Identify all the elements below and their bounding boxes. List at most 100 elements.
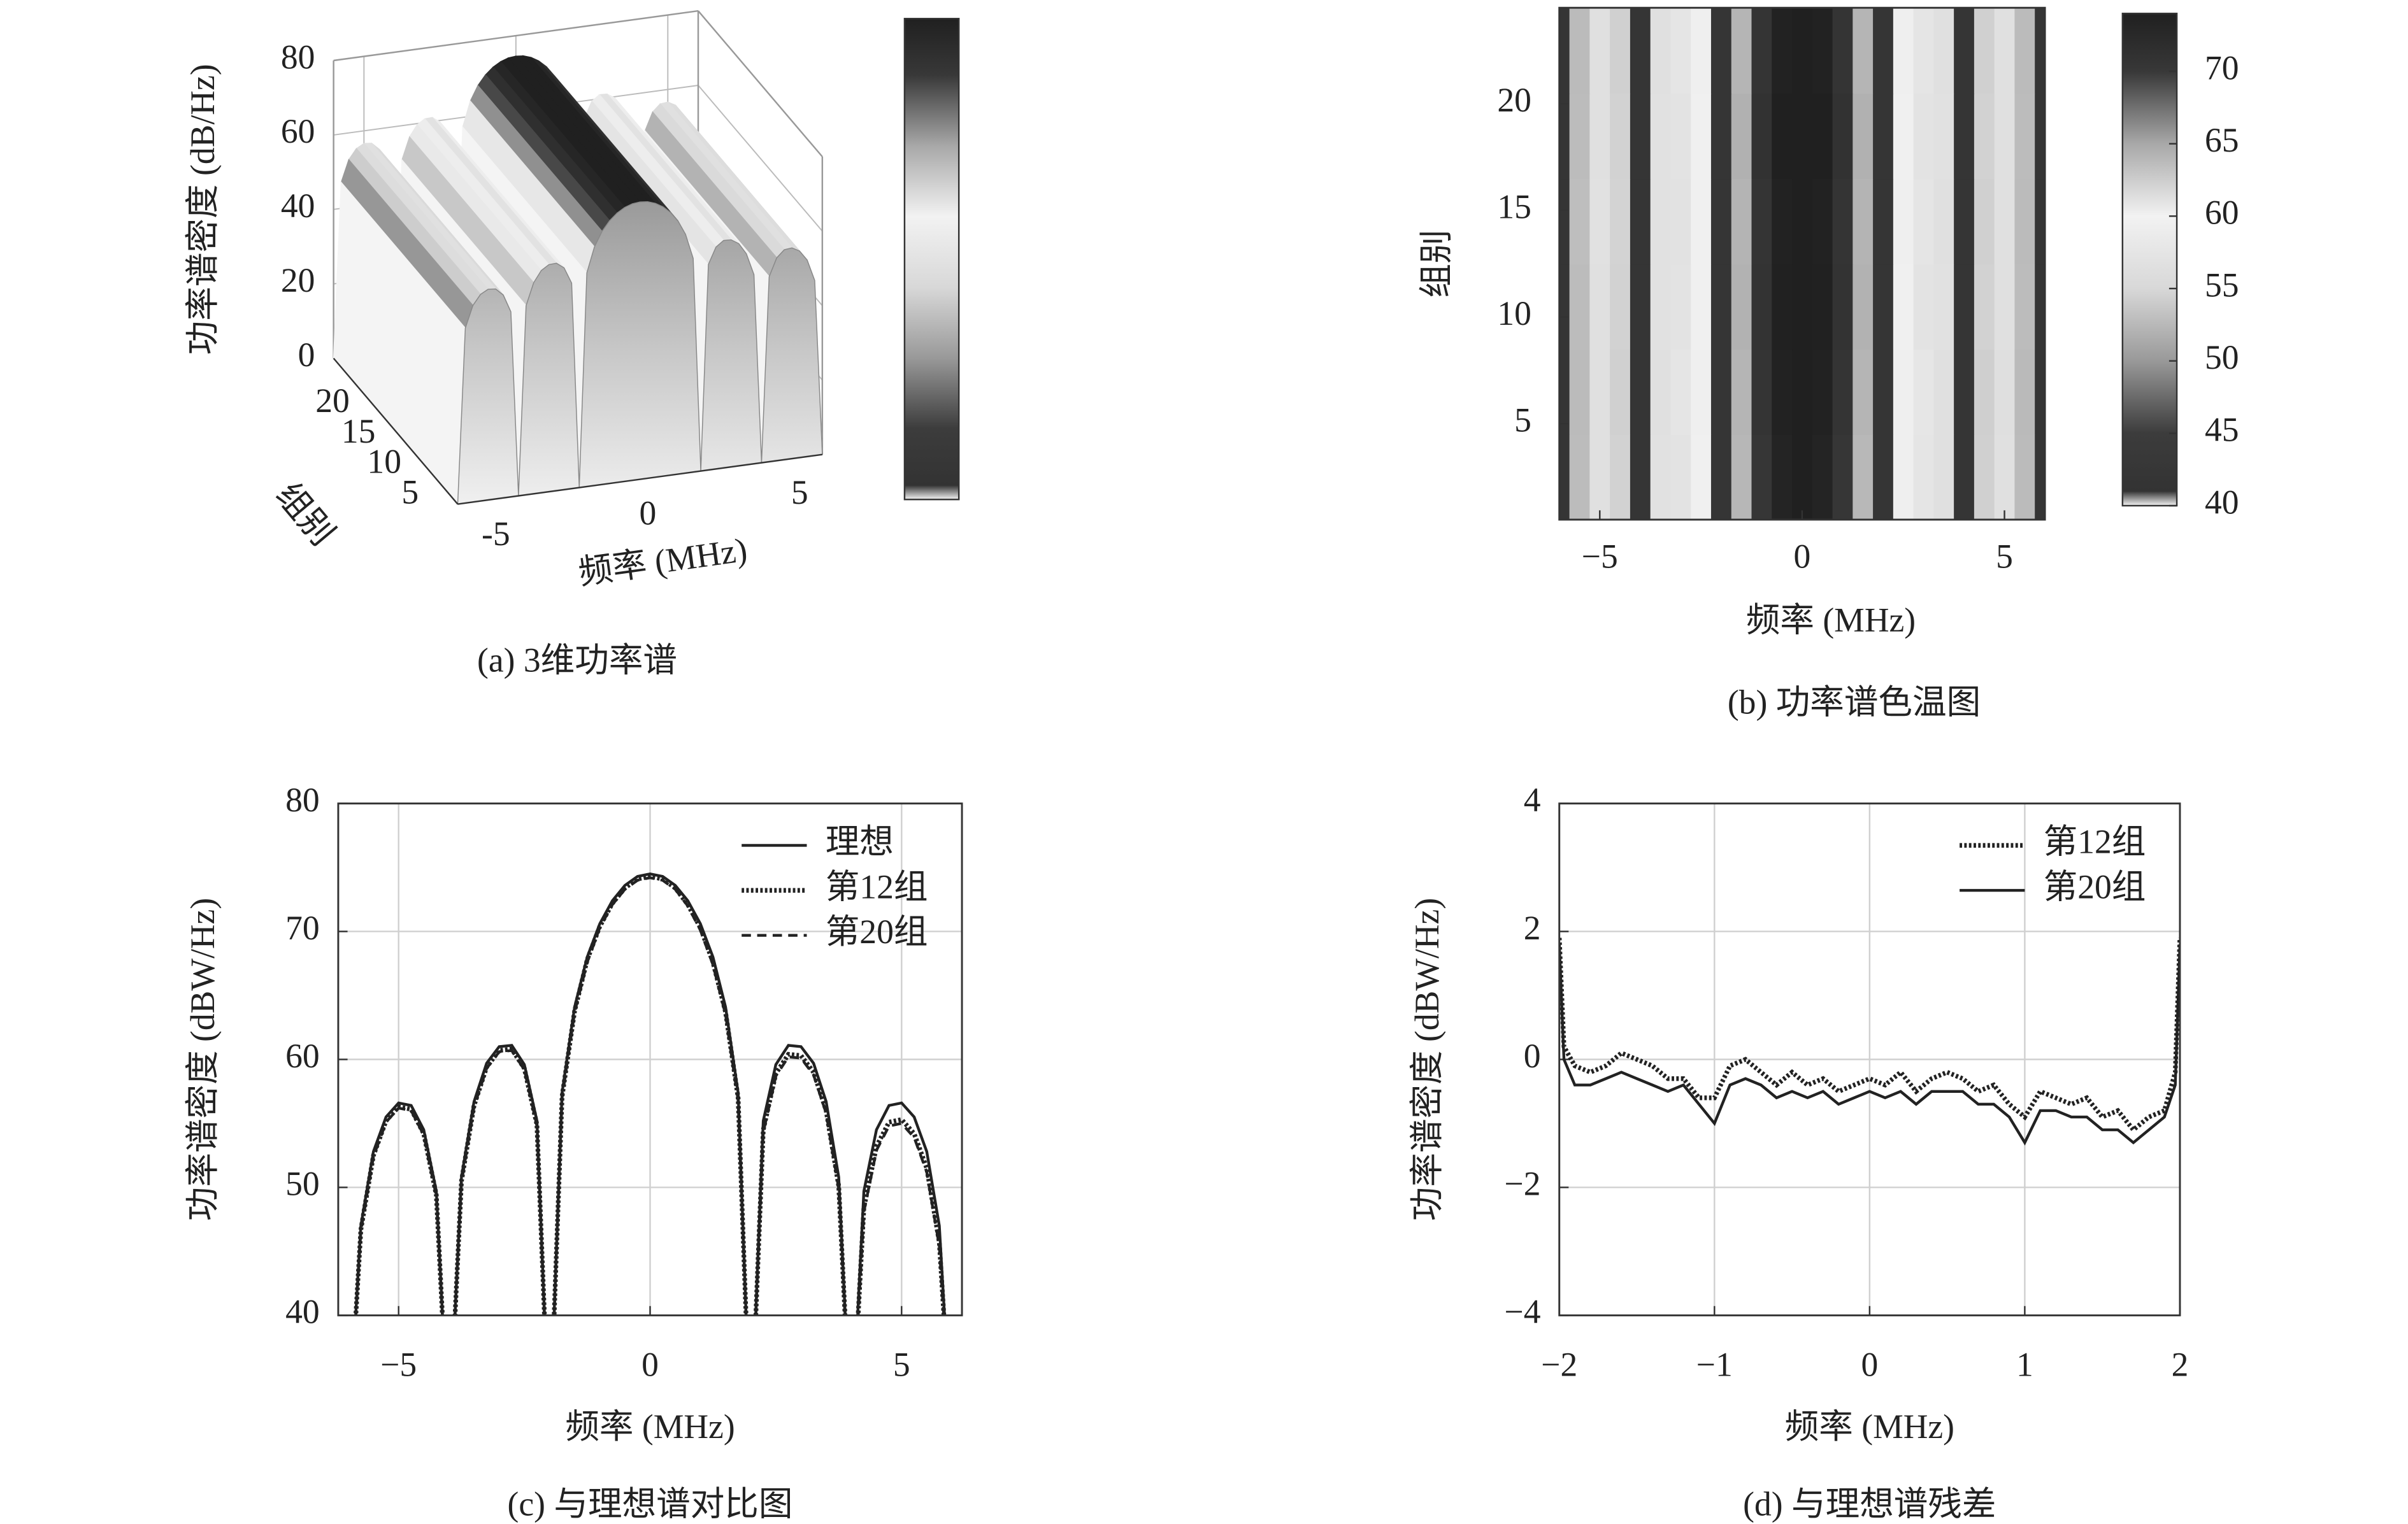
heatmap-cell bbox=[1751, 93, 1773, 180]
heatmap-cell bbox=[1873, 434, 1894, 520]
x-tick-label: −2 bbox=[1541, 1345, 1577, 1383]
y-tick-label: 80 bbox=[285, 781, 320, 819]
heatmap-cell bbox=[1751, 178, 1773, 265]
heatmap-cell bbox=[1772, 93, 1793, 180]
caption: (d) 与理想谱残差 bbox=[1743, 1485, 1996, 1523]
heatmap-cell bbox=[1812, 434, 1833, 520]
heatmap-cell bbox=[1974, 264, 1995, 350]
heatmap-cell bbox=[1893, 178, 1914, 265]
heatmap-cell bbox=[1569, 434, 1591, 520]
x-tick-label: −5 bbox=[1582, 538, 1618, 576]
axis-line bbox=[333, 357, 459, 505]
heatmap-cell bbox=[1954, 8, 1975, 94]
y-tick-label: 15 bbox=[1497, 188, 1531, 226]
z-tick-label: 80 bbox=[281, 38, 315, 76]
surface-front bbox=[457, 201, 823, 505]
heatmap-cell bbox=[1630, 8, 1651, 94]
box-edge bbox=[698, 10, 823, 157]
x-axis-label: 频率 (MHz) bbox=[1746, 601, 1916, 639]
heatmap-cell bbox=[1569, 178, 1591, 265]
heatmap-cell bbox=[1710, 178, 1732, 265]
heatmap-cell bbox=[1893, 434, 1914, 520]
heatmap-cell bbox=[1650, 93, 1672, 180]
heatmap-cell bbox=[1772, 264, 1793, 350]
heatmap-cell bbox=[1913, 349, 1935, 435]
y-tick-label: 2 bbox=[1524, 909, 1541, 947]
heatmap-cell bbox=[2035, 93, 2046, 180]
heatmap-cell bbox=[1751, 434, 1773, 520]
legend-label: 第12组 bbox=[826, 867, 928, 906]
x-axis-label: 频率 (MHz) bbox=[565, 1407, 735, 1446]
heatmap-cell bbox=[1812, 8, 1833, 94]
y-tick-label: −2 bbox=[1505, 1165, 1541, 1203]
x-tick-label: 0 bbox=[639, 494, 656, 532]
heatmap-cell bbox=[1853, 434, 1874, 520]
x-tick-label: 5 bbox=[791, 473, 808, 511]
heatmap-cell bbox=[1670, 93, 1692, 180]
heatmap-cell bbox=[1630, 178, 1651, 265]
y-tick-label: 20 bbox=[315, 381, 350, 420]
heatmap-cell bbox=[1812, 349, 1833, 435]
heatmap-cell bbox=[1954, 434, 1975, 520]
heatmap-area bbox=[1559, 8, 2046, 520]
heatmap-cell bbox=[1569, 93, 1591, 180]
heatmap-cell bbox=[1994, 8, 2016, 94]
colorbar-tick-label: 40 bbox=[2205, 483, 2239, 521]
heatmap-cell bbox=[1853, 264, 1874, 350]
x-tick-label: −5 bbox=[380, 1345, 417, 1383]
heatmap-cell bbox=[1650, 178, 1672, 265]
heatmap-cell bbox=[1933, 178, 1955, 265]
z-tick-label: 20 bbox=[281, 261, 315, 299]
heatmap-cell bbox=[1731, 178, 1752, 265]
heatmap-cell bbox=[1812, 264, 1833, 350]
heatmap-cell bbox=[1913, 434, 1935, 520]
heatmap-cell bbox=[1954, 178, 1975, 265]
heatmap-cell bbox=[1610, 8, 1631, 94]
y-tick-label: 70 bbox=[285, 909, 320, 947]
axes-frame bbox=[1558, 802, 2181, 1316]
heatmap-cell bbox=[1974, 178, 1995, 265]
y-tick-label: 15 bbox=[341, 412, 376, 450]
heatmap-cell bbox=[1630, 349, 1651, 435]
heatmap-cell bbox=[1913, 93, 1935, 180]
colorbar-tick-label: 70 bbox=[2205, 48, 2239, 87]
heatmap-cell bbox=[1691, 8, 1712, 94]
heatmap-cell bbox=[1559, 178, 1570, 265]
heatmap-cell bbox=[1670, 434, 1692, 520]
heatmap-cell bbox=[1994, 434, 2016, 520]
heatmap-cell bbox=[1974, 8, 1995, 94]
heatmap-cell bbox=[1873, 264, 1894, 350]
x-tick-label: −1 bbox=[1696, 1345, 1733, 1383]
heatmap-cell bbox=[2014, 264, 2036, 350]
y-tick-label: −4 bbox=[1505, 1293, 1541, 1331]
heatmap-cell bbox=[1569, 264, 1591, 350]
y-tick-label: 0 bbox=[1524, 1037, 1541, 1075]
heatmap-cell bbox=[1559, 93, 1570, 180]
heatmap-cell bbox=[1832, 349, 1854, 435]
heatmap-cell bbox=[1893, 264, 1914, 350]
heatmap-cell bbox=[1893, 349, 1914, 435]
y-axis-label: 组别 bbox=[1417, 229, 1456, 297]
heatmap-cell bbox=[1954, 349, 1975, 435]
y-tick-label: 40 bbox=[285, 1293, 320, 1331]
heatmap-cell bbox=[1772, 434, 1793, 520]
heatmap-cell bbox=[1630, 434, 1651, 520]
series-line bbox=[354, 872, 946, 1316]
heatmap-cell bbox=[1913, 8, 1935, 94]
x-axis-label: 频率 (MHz) bbox=[576, 531, 749, 592]
heatmap-cell bbox=[1589, 434, 1611, 520]
y-tick-label: 10 bbox=[1497, 294, 1531, 332]
heatmap-cell bbox=[1873, 93, 1894, 180]
heatmap-cell bbox=[1853, 8, 1874, 94]
series-line bbox=[1559, 944, 2180, 1146]
colorbar-tick-label: 65 bbox=[2205, 121, 2239, 159]
x-tick-label: 0 bbox=[641, 1345, 659, 1383]
heatmap-cell bbox=[1559, 8, 1570, 94]
legend-label: 第12组 bbox=[2044, 823, 2146, 861]
heatmap-cell bbox=[1589, 264, 1611, 350]
heatmap-cell bbox=[1710, 8, 1732, 94]
heatmap-cell bbox=[1691, 93, 1712, 180]
heatmap-cell bbox=[1913, 178, 1935, 265]
heatmap-cell bbox=[1792, 264, 1813, 350]
